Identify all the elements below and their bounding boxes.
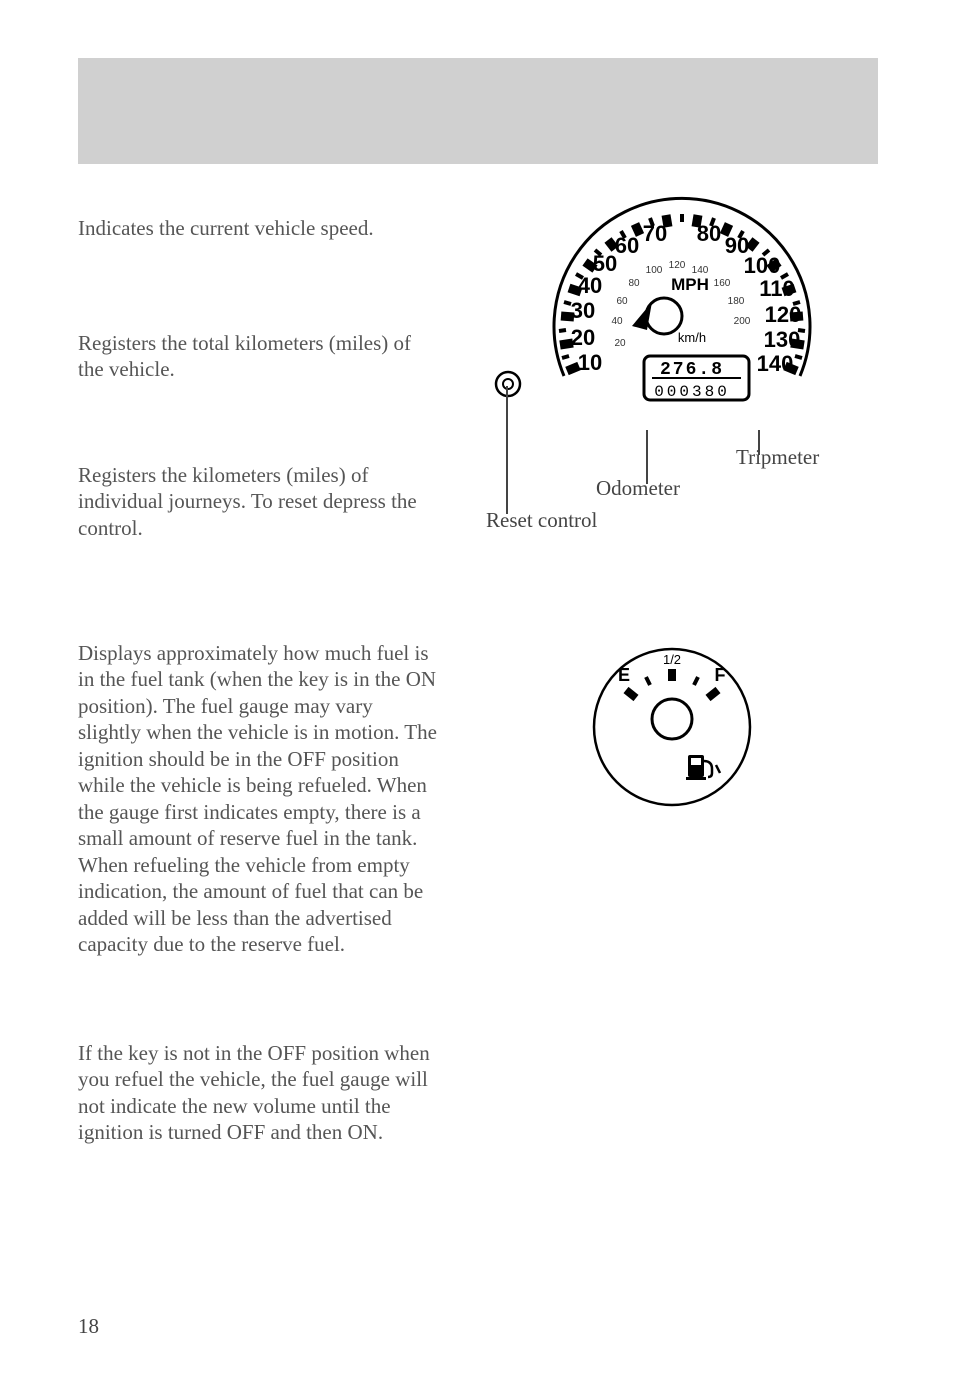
svg-text:80: 80 — [628, 278, 640, 289]
svg-text:20: 20 — [614, 338, 626, 349]
svg-text:120: 120 — [765, 302, 802, 327]
fuel-full-label: F — [715, 665, 726, 685]
svg-text:30: 30 — [571, 298, 595, 323]
odometer-text: Registers the total kilometers (miles) o… — [78, 330, 438, 383]
speedometer-text: Indicates the current vehicle speed. — [78, 215, 374, 241]
odo-display: 000380 — [654, 383, 730, 401]
svg-text:40: 40 — [578, 273, 602, 298]
header-bar — [78, 58, 878, 164]
tripmeter-text: Registers the kilometers (miles) of indi… — [78, 462, 438, 541]
svg-text:60: 60 — [616, 296, 628, 307]
svg-text:40: 40 — [611, 316, 623, 327]
svg-text:70: 70 — [643, 221, 667, 246]
fuel-gauge-text-2: If the key is not in the OFF position wh… — [78, 1040, 438, 1146]
svg-text:130: 130 — [764, 327, 801, 352]
fuel-pump-icon — [686, 755, 720, 780]
mph-label: MPH — [671, 275, 709, 294]
fuel-gauge-diagram: E 1/2 F — [582, 632, 762, 812]
svg-text:180: 180 — [728, 296, 745, 307]
fuel-half-label: 1/2 — [663, 652, 681, 667]
svg-text:50: 50 — [593, 251, 617, 276]
svg-text:200: 200 — [734, 316, 751, 327]
trip-display: 276.8 — [660, 360, 724, 380]
svg-text:110: 110 — [759, 276, 795, 301]
reset-pointer-line — [506, 386, 508, 514]
kmh-label: km/h — [678, 330, 706, 345]
svg-text:80: 80 — [697, 221, 721, 246]
page-number: 18 — [78, 1314, 99, 1339]
svg-text:60: 60 — [615, 233, 639, 258]
svg-text:120: 120 — [669, 260, 686, 271]
svg-text:10: 10 — [578, 350, 602, 375]
tripmeter-label: Tripmeter — [736, 445, 819, 470]
speedometer-diagram: 10 20 30 40 50 60 70 80 90 100 110 120 1… — [466, 178, 878, 448]
fuel-gauge-text-1: Displays approximately how much fuel is … — [78, 640, 438, 957]
fuel-empty-label: E — [618, 665, 630, 685]
odometer-label: Odometer — [596, 476, 680, 501]
svg-text:140: 140 — [757, 351, 794, 376]
svg-text:20: 20 — [571, 325, 595, 350]
svg-text:100: 100 — [646, 265, 663, 276]
reset-control-label: Reset control — [486, 508, 597, 533]
svg-text:160: 160 — [714, 278, 731, 289]
svg-text:100: 100 — [744, 253, 781, 278]
